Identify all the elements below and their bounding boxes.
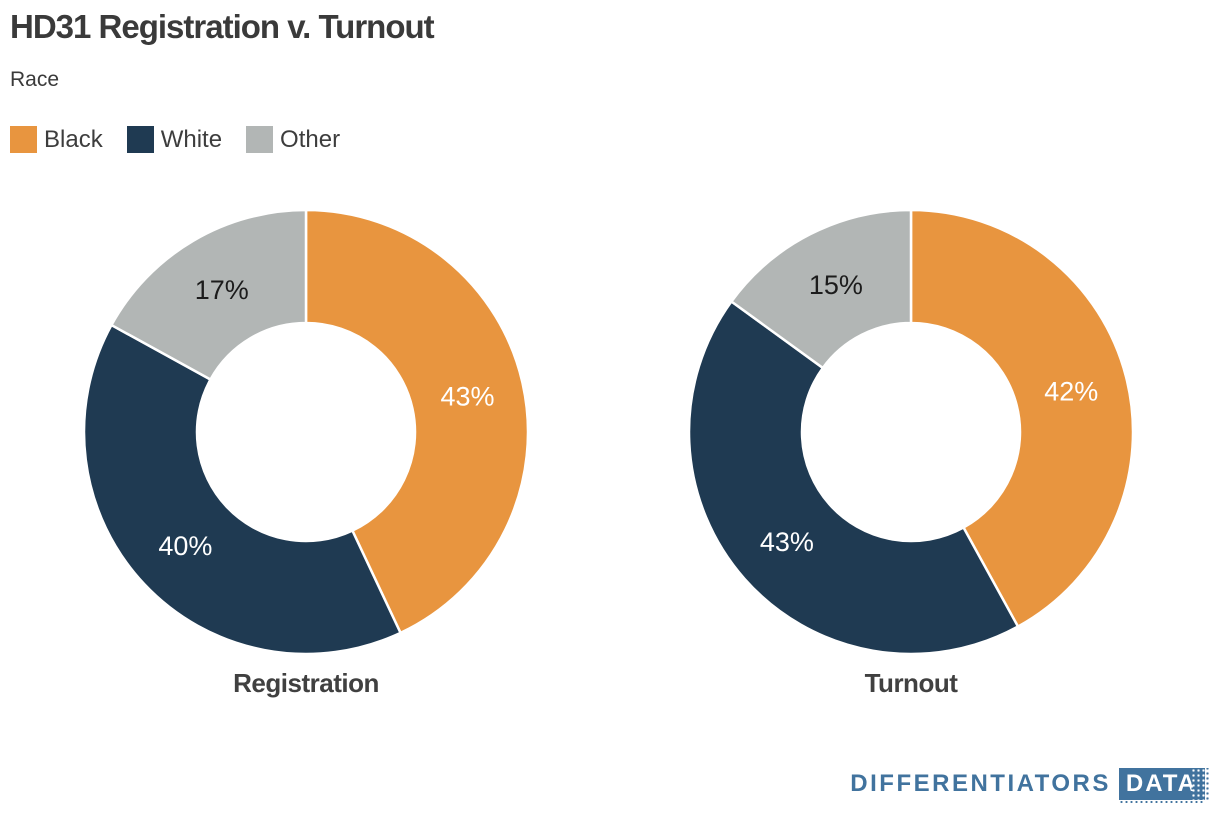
donut-figure-turnout: 42% 43% 15% (688, 209, 1134, 655)
legend: Black White Other (10, 126, 364, 153)
donut-chart-turnout: 42% 43% 15% (688, 209, 1134, 655)
legend-swatch-black (10, 126, 37, 153)
slice-value-label: 17% (195, 275, 249, 305)
pie-slice-white[interactable] (688, 299, 1020, 655)
legend-item-other[interactable]: Other (246, 126, 340, 153)
legend-item-white[interactable]: White (126, 126, 223, 153)
legend-swatch-white (126, 126, 154, 153)
slice-value-label: 40% (158, 531, 212, 561)
pie-slice-white[interactable] (83, 323, 403, 655)
pie-slice-black[interactable] (304, 209, 529, 635)
pie-slice-other[interactable] (729, 209, 913, 370)
donut-chart-registration: 43% 40% 17% (83, 209, 529, 655)
page-title: HD31 Registration v. Turnout (10, 8, 435, 45)
pie-slice-black[interactable] (909, 209, 1134, 629)
legend-label: Black (44, 126, 103, 153)
brand-logo-badge: DATA (1118, 768, 1212, 804)
donut-caption-registration: Registration (233, 668, 379, 698)
legend-label: White (160, 126, 223, 153)
brand-logo-text: DIFFERENTIATORS (850, 770, 1111, 797)
brand-logo: DIFFERENTIATORS DATA (850, 768, 1212, 804)
slice-value-label: 43% (440, 381, 494, 411)
slice-value-label: 43% (760, 527, 814, 557)
donut-caption-turnout: Turnout (864, 668, 958, 698)
slice-value-label: 42% (1044, 376, 1098, 406)
legend-swatch-other (246, 126, 274, 153)
legend-item-black[interactable]: Black (10, 126, 103, 153)
donut-figure-registration: 43% 40% 17% (83, 209, 529, 655)
slice-value-label: 15% (809, 270, 863, 300)
pie-slice-other[interactable] (109, 209, 308, 382)
chart-subtitle: Race (10, 68, 60, 91)
legend-label: Other (280, 126, 341, 153)
